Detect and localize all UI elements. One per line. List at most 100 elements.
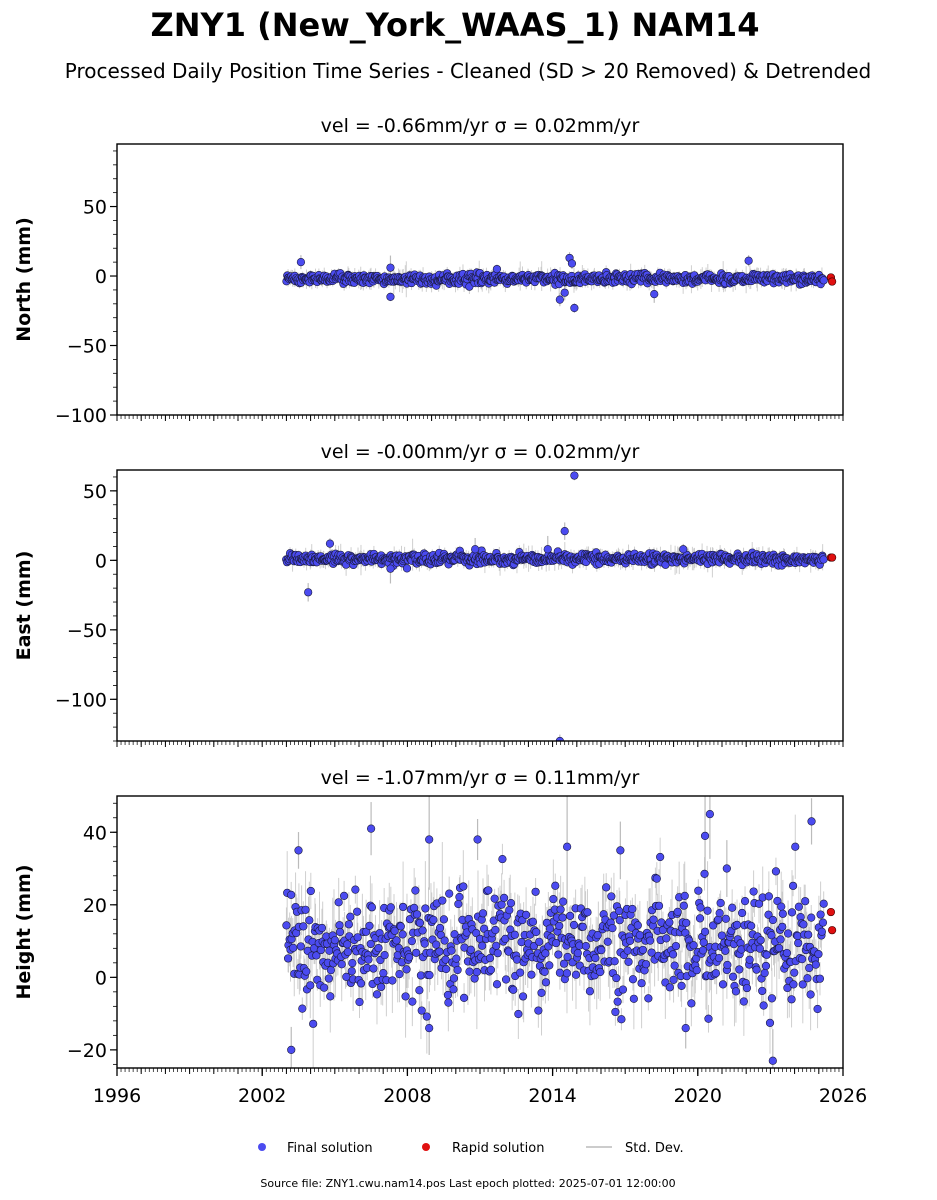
final-point: [563, 952, 572, 962]
final-point: [715, 909, 724, 918]
y-tick-label: 50: [83, 197, 107, 219]
final-point: [326, 966, 336, 975]
final-point-outlier: [650, 289, 659, 299]
final-point-outlier: [287, 1045, 296, 1054]
final-point: [334, 898, 343, 907]
final-point: [776, 935, 785, 944]
final-point: [415, 918, 425, 928]
final-point: [738, 908, 747, 918]
final-point: [498, 854, 507, 864]
final-point: [380, 951, 389, 960]
final-point: [287, 890, 296, 899]
final-point: [652, 874, 661, 883]
final-point: [412, 948, 421, 957]
final-point: [615, 906, 624, 916]
final-point-outlier: [492, 264, 502, 274]
final-point: [351, 885, 360, 894]
final-point: [764, 910, 773, 919]
final-point: [518, 992, 528, 1001]
final-point: [365, 921, 374, 930]
final-point: [541, 949, 550, 958]
final-point: [346, 912, 355, 921]
final-point: [379, 969, 388, 978]
final-point: [534, 1006, 543, 1015]
final-point: [613, 997, 622, 1006]
final-point: [665, 983, 674, 992]
final-point: [647, 948, 656, 957]
axes-frame: [116, 469, 844, 742]
final-point-outlier: [367, 824, 376, 833]
final-point: [608, 924, 617, 933]
final-point: [755, 944, 765, 953]
final-point-outlier: [386, 292, 395, 301]
final-point: [735, 965, 744, 974]
final-point: [623, 946, 632, 955]
y-tick-label: 0: [95, 967, 107, 989]
final-point: [396, 922, 405, 931]
final-points: [282, 253, 828, 313]
final-point: [807, 913, 816, 922]
final-point: [532, 927, 541, 937]
final-point: [638, 945, 647, 955]
final-point: [677, 981, 686, 990]
data-layer: [282, 470, 837, 741]
final-point: [559, 959, 569, 968]
final-point: [794, 938, 803, 948]
final-point: [764, 892, 773, 901]
y-tick-label: 0: [95, 266, 107, 288]
final-point: [777, 902, 786, 911]
final-point: [789, 980, 798, 989]
panel-title: vel = -1.07mm/yr σ = 0.11mm/yr: [321, 767, 640, 789]
final-point: [745, 955, 754, 964]
final-point: [618, 985, 628, 994]
final-point: [816, 910, 825, 919]
final-point: [398, 902, 408, 912]
final-point: [492, 980, 502, 989]
final-point: [402, 965, 411, 974]
final-point: [558, 913, 567, 922]
final-point: [703, 906, 712, 915]
final-point: [545, 924, 555, 933]
final-point: [554, 950, 563, 959]
final-point: [459, 993, 469, 1003]
final-point-outlier: [555, 736, 564, 741]
final-point: [787, 908, 797, 917]
final-point: [689, 941, 698, 950]
final-point: [721, 946, 730, 955]
final-point: [583, 908, 592, 917]
final-point: [395, 970, 404, 979]
final-point: [813, 1004, 822, 1014]
final-point: [355, 997, 364, 1007]
final-point: [571, 970, 581, 979]
final-point: [798, 955, 807, 964]
final-point: [596, 967, 605, 977]
final-point: [364, 955, 373, 964]
final-point: [803, 974, 812, 983]
final-point: [289, 943, 298, 953]
final-point: [656, 852, 665, 862]
final-point: [569, 920, 579, 930]
final-point: [302, 967, 311, 976]
final-point: [377, 982, 386, 992]
final-point: [540, 967, 549, 976]
final-point: [531, 887, 540, 896]
final-point: [472, 967, 481, 977]
final-point: [485, 954, 495, 963]
final-point: [509, 985, 518, 994]
final-point: [417, 1006, 426, 1015]
final-point-outlier: [425, 835, 434, 844]
y-axis-label: Height (mm): [13, 864, 35, 999]
panel-1: vel = -0.66mm/yr σ = 0.02mm/yr North (mm)…: [13, 115, 844, 427]
final-point: [711, 969, 721, 978]
final-point: [815, 974, 825, 983]
final-point: [432, 940, 441, 949]
final-point-outlier: [543, 545, 552, 554]
final-point: [819, 555, 828, 564]
final-point: [449, 985, 458, 994]
final-point: [388, 976, 397, 985]
rapid-point: [828, 926, 837, 935]
final-point: [429, 915, 438, 924]
final-point: [478, 941, 487, 950]
final-point: [718, 980, 728, 989]
final-point: [405, 953, 414, 962]
